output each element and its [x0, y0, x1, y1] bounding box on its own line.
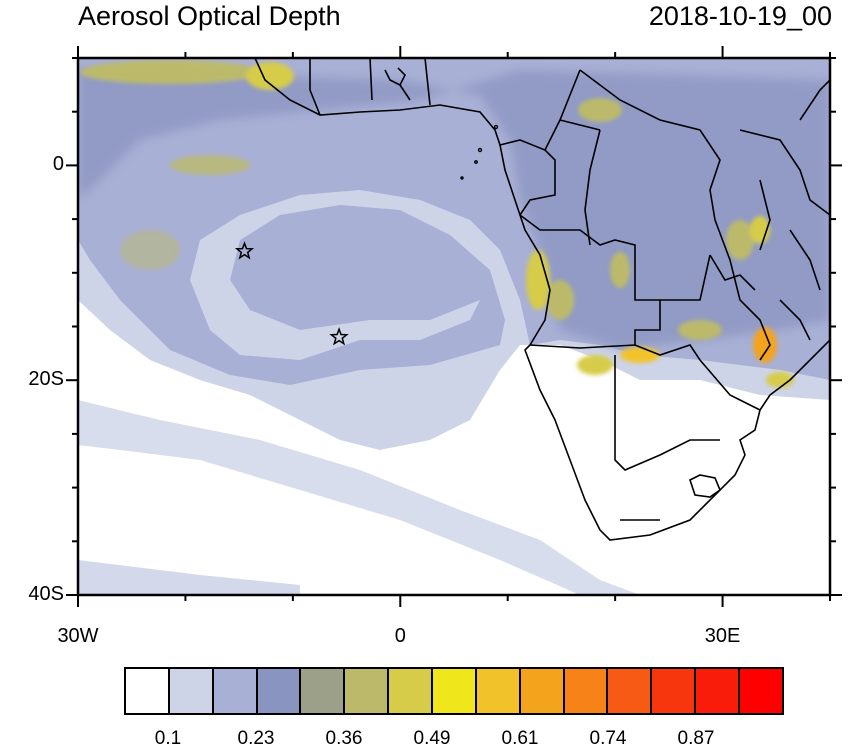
map-title: Aerosol Optical Depth: [78, 1, 341, 31]
lat-tick-label: 20S: [28, 368, 64, 391]
aod-high-patches: [80, 60, 794, 388]
lon-tick-label: 0: [394, 625, 406, 647]
islands: [460, 124, 499, 180]
colorbar-swatch: [476, 669, 521, 713]
aod-plume-tail: [78, 400, 640, 595]
colorbar: [124, 667, 784, 715]
colorbar-swatch: [564, 669, 609, 713]
markers-layer: [234, 241, 349, 346]
colorbar-swatch: [169, 669, 214, 713]
colorbar-label: 0.87: [677, 728, 715, 749]
map-date: 2018-10-19_00: [648, 1, 832, 31]
colorbar-label: 0.36: [325, 728, 363, 749]
colorbar-swatch: [740, 669, 782, 713]
colorbar-label: 0.49: [413, 728, 451, 749]
colorbar-swatch: [389, 669, 434, 713]
aod-band-dark: [78, 70, 830, 350]
star-marker-icon: [329, 327, 349, 346]
colorbar-swatch: [257, 669, 302, 713]
colorbar-label: 0.23: [237, 728, 275, 749]
lat-tick-label: 40S: [28, 583, 64, 605]
axis-ticks: [66, 46, 842, 607]
lat-tick-label: 0: [52, 153, 64, 176]
colorbar-swatch: [345, 669, 390, 713]
lon-tick-label: 30E: [704, 625, 741, 647]
colorbar-label: 0.61: [501, 728, 539, 749]
lon-tick-label: 30W: [57, 625, 99, 647]
colorbar-swatch: [520, 669, 565, 713]
aod-field: [78, 58, 830, 595]
colorbar-label: 0.74: [589, 728, 627, 749]
colorbar-swatch: [696, 669, 741, 713]
colorbar-swatch: [608, 669, 653, 713]
colorbar-label: 0.1: [154, 728, 182, 749]
colorbar-swatch: [301, 669, 346, 713]
colorbar-swatch: [126, 669, 170, 713]
aod-bottom-streak: [78, 560, 300, 595]
colorbar-swatch: [433, 669, 477, 713]
colorbar-swatch: [213, 669, 258, 713]
star-marker-icon: [234, 241, 255, 260]
country-borders: [254, 58, 830, 541]
colorbar-swatch: [652, 669, 697, 713]
